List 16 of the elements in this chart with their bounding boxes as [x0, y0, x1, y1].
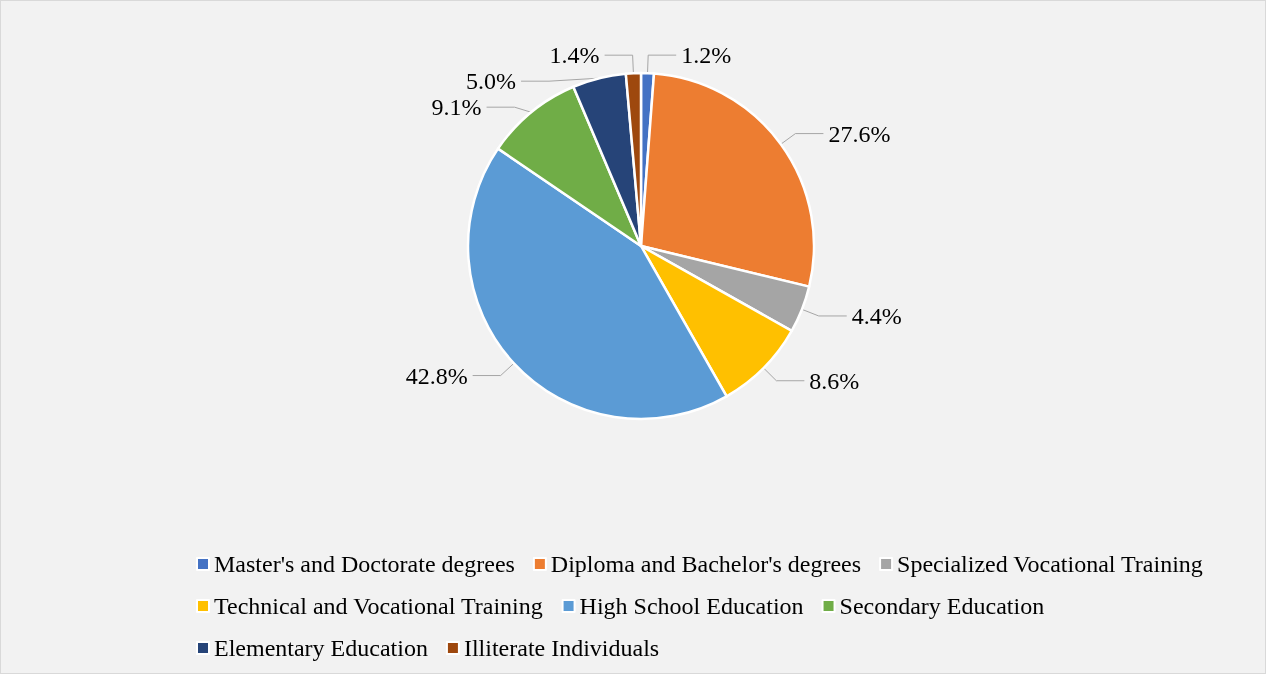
- legend-label: Diploma and Bachelor's degrees: [550, 551, 862, 577]
- data-label: 27.6%: [828, 120, 891, 147]
- legend-label: Technical and Vocational Training: [214, 593, 543, 619]
- legend-label: Secondary Education: [839, 593, 1045, 619]
- data-label: 1.4%: [549, 42, 600, 69]
- data-label: 8.6%: [809, 367, 860, 394]
- data-label: 1.2%: [681, 42, 732, 69]
- data-label: 42.8%: [405, 362, 468, 389]
- data-label: 4.4%: [851, 302, 902, 329]
- data-label: 9.1%: [431, 94, 482, 121]
- legend-label: Specialized Vocational Training: [897, 551, 1203, 577]
- legend-label: Master's and Doctorate degrees: [214, 551, 515, 577]
- data-label: 5.0%: [466, 68, 517, 95]
- legend-label: Elementary Education: [214, 635, 428, 661]
- legend-label: High School Education: [579, 593, 804, 619]
- legend-label: Illiterate Individuals: [463, 635, 660, 661]
